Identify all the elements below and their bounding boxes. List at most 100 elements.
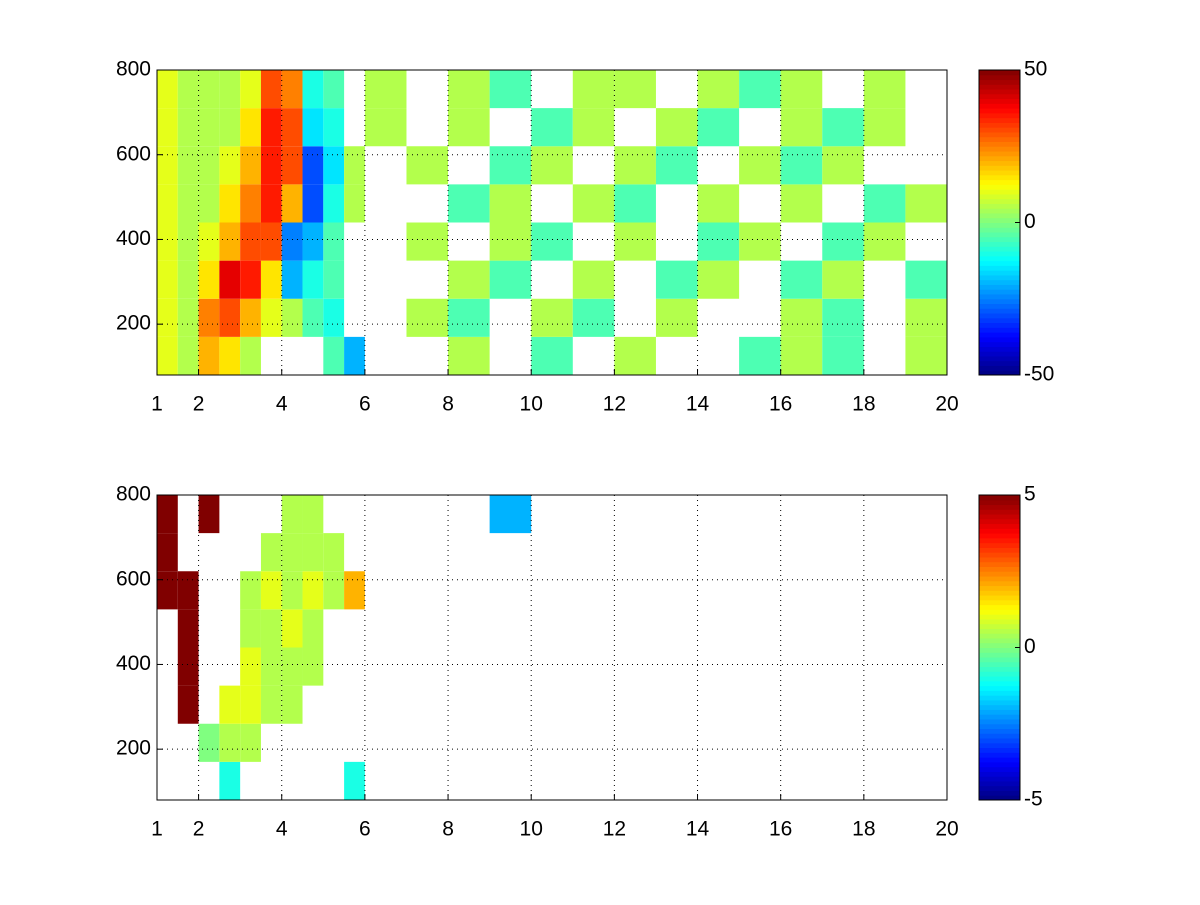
heatmap-cell xyxy=(260,108,282,147)
colorbar-strip xyxy=(979,533,1020,539)
heatmap-cell xyxy=(281,184,303,223)
colorbar-strip xyxy=(979,509,1020,515)
colorbar-strip xyxy=(979,795,1020,801)
colorbar-strip xyxy=(979,274,1020,281)
heatmap-cell xyxy=(614,184,656,223)
colorbar-strip xyxy=(979,647,1020,653)
heatmap-cell xyxy=(697,184,740,223)
x-tick-label: 10 xyxy=(520,818,543,841)
colorbar-strip xyxy=(979,618,1020,625)
heatmap-cell xyxy=(260,260,282,299)
heatmap-cell xyxy=(240,222,261,261)
x-tick-label: 18 xyxy=(852,393,875,416)
colorbar-strip xyxy=(979,179,1020,185)
x-tick-label: 6 xyxy=(359,393,371,416)
colorbar-strip xyxy=(979,495,1020,501)
heatmap-cell xyxy=(323,533,345,572)
colorbar-strip xyxy=(979,499,1020,506)
heatmap-cell xyxy=(780,298,823,337)
heatmap-cell xyxy=(240,146,261,185)
heatmap-cell xyxy=(281,222,303,261)
heatmap-cell xyxy=(822,146,864,185)
heatmap-cell xyxy=(198,146,220,185)
heatmap-cell xyxy=(697,260,740,299)
heatmap-cell xyxy=(219,222,241,261)
heatmap-cell xyxy=(177,108,199,147)
heatmap-cell xyxy=(531,146,573,185)
colorbar-strip xyxy=(979,127,1020,133)
heatmap-cell xyxy=(219,761,241,800)
heatmap-cell xyxy=(822,298,864,337)
colorbar-strip xyxy=(979,780,1020,787)
x-tick-label: 1 xyxy=(151,393,163,416)
heatmap-cell xyxy=(260,222,282,261)
heatmap-cell xyxy=(448,336,490,375)
x-tick-label: 10 xyxy=(520,393,543,416)
heatmap-cell xyxy=(177,685,199,724)
heatmap-cell xyxy=(240,723,261,762)
heatmap-cell xyxy=(157,184,178,223)
colorbar-strip xyxy=(979,103,1020,109)
colorbar-strip xyxy=(979,590,1020,596)
heatmap-cell xyxy=(281,533,303,572)
heatmap-cell xyxy=(198,298,220,337)
heatmap-cell xyxy=(177,70,199,109)
colorbar-strip xyxy=(979,556,1020,563)
heatmap-cell xyxy=(531,222,573,261)
heatmap-cell xyxy=(489,184,532,223)
heatmap-cell xyxy=(260,571,282,610)
heatmap-cell xyxy=(364,70,407,109)
colorbar-strip xyxy=(979,733,1020,739)
y-tick-label: 400 xyxy=(116,227,151,250)
heatmap-cell xyxy=(157,571,178,610)
heatmap-cell xyxy=(219,298,241,337)
x-tick-label: 8 xyxy=(442,393,454,416)
heatmap-cell xyxy=(655,260,698,299)
heatmap-cell xyxy=(240,260,261,299)
heatmap-cell xyxy=(302,260,324,299)
x-tick-label: 12 xyxy=(603,818,626,841)
heatmap-cell xyxy=(344,184,365,223)
heatmap-cell xyxy=(260,146,282,185)
colorbar-strip xyxy=(979,112,1020,119)
heatmap-cell xyxy=(323,336,345,375)
heatmap-cell xyxy=(489,222,532,261)
heatmap-cell xyxy=(614,146,656,185)
heatmap-cell xyxy=(489,146,532,185)
colorbar-strip xyxy=(979,303,1020,309)
colorbar-tick-label: 0 xyxy=(1024,210,1036,233)
colorbar-strip xyxy=(979,752,1020,758)
colorbar-strip xyxy=(979,146,1020,152)
colorbar-strip xyxy=(979,585,1020,591)
heatmap-cell xyxy=(219,260,241,299)
colorbar-strip xyxy=(979,160,1020,166)
heatmap-cell xyxy=(198,70,220,109)
heatmap-cell xyxy=(780,184,823,223)
heatmap-cell xyxy=(655,298,698,337)
heatmap-cell xyxy=(572,298,615,337)
heatmap-cell xyxy=(240,184,261,223)
colorbar-strip xyxy=(979,174,1020,181)
colorbar-strip xyxy=(979,695,1020,701)
colorbar-strip xyxy=(979,317,1020,324)
colorbar-strip xyxy=(979,628,1020,634)
heatmap-cell xyxy=(177,609,199,648)
heatmap-cell xyxy=(177,647,199,686)
heatmap-cell xyxy=(655,108,698,147)
heatmap-cell xyxy=(863,70,906,109)
colorbar-strip xyxy=(979,523,1020,529)
colorbar-strip xyxy=(979,666,1020,672)
heatmap-cell xyxy=(739,70,781,109)
heatmap-cell xyxy=(780,70,823,109)
heatmap-cell xyxy=(219,108,241,147)
heatmap-cell xyxy=(260,609,282,648)
colorbar-strip xyxy=(979,122,1020,128)
heatmap-cell xyxy=(572,70,615,109)
heatmap-cell xyxy=(219,723,241,762)
colorbar-strip xyxy=(979,704,1020,710)
heatmap-cell xyxy=(448,108,490,147)
heatmap-cell xyxy=(157,260,178,299)
x-tick-label: 12 xyxy=(603,393,626,416)
y-tick-label: 800 xyxy=(116,58,151,81)
heatmap-cell xyxy=(323,260,345,299)
